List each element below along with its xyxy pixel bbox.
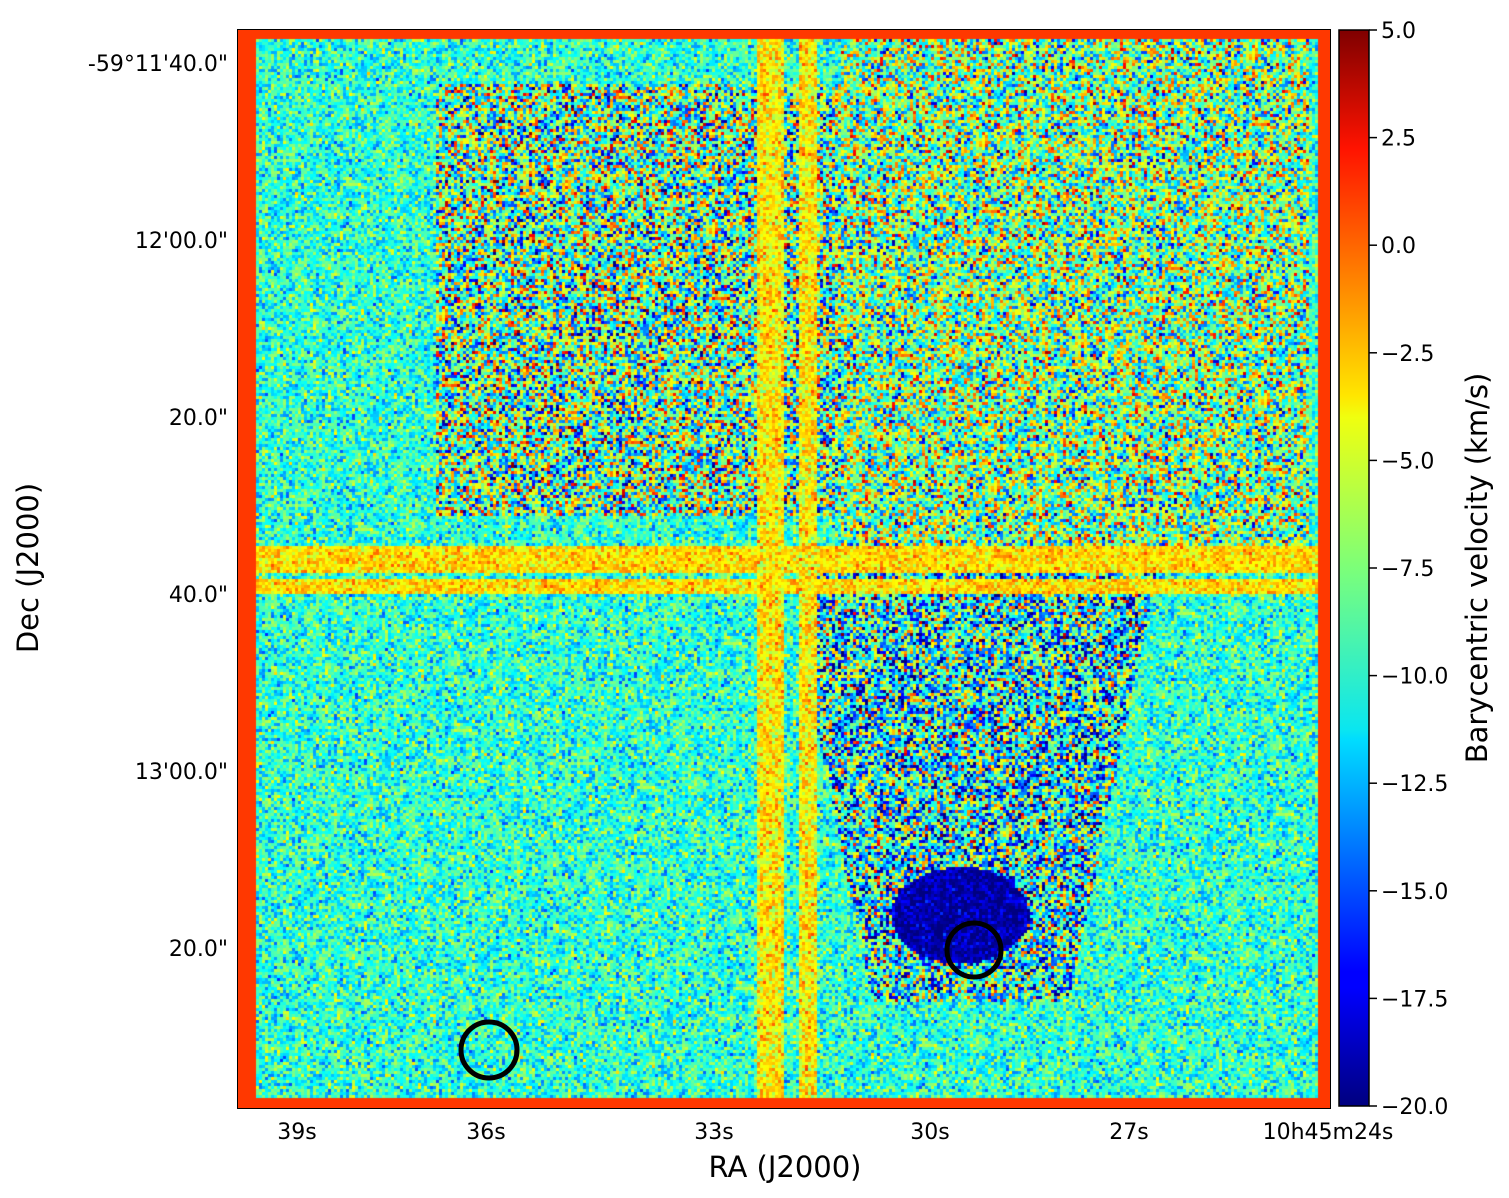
y-tick-label: 13'00.0" <box>135 760 228 785</box>
colorbar-tick-label: −17.5 <box>1381 987 1448 1012</box>
x-tick-label: 30s <box>910 1120 949 1145</box>
y-axis-label: Dec (J2000) <box>11 483 45 653</box>
colorbar-ticks: 5.0 2.5 0.0 −2.5 −5.0 −7.5 −10.0 −12.5 −15.0 −17.… <box>1369 19 1448 1120</box>
colorbar-tick-label: 5.0 <box>1381 19 1416 44</box>
x-tick-label: 36s <box>466 1120 505 1145</box>
colorbar-tick-label: 0.0 <box>1381 234 1416 259</box>
colorbar-tick-label: −10.0 <box>1381 665 1448 690</box>
colorbar-label: Barycentric velocity (km/s) <box>1460 373 1494 764</box>
colorbar-tick-label: −12.5 <box>1381 772 1448 797</box>
x-axis-ticks: 39s 36s 33s 30s 27s 10h45m24s <box>277 1098 1393 1145</box>
colorbar-tick-label: −7.5 <box>1381 557 1434 582</box>
y-tick-label: 12'00.0" <box>135 229 228 254</box>
y-tick-label: -59°11'40.0" <box>88 52 228 77</box>
colorbar-tick-label: −20.0 <box>1381 1095 1448 1120</box>
x-tick-label: 39s <box>277 1120 316 1145</box>
y-axis-ticks: -59°11'40.0" 12'00.0" 20.0" 40.0" 13'00.0" 20… <box>88 52 248 962</box>
colorbar <box>1338 29 1370 1107</box>
colorbar-tick-label: 2.5 <box>1381 127 1416 152</box>
y-tick-label: 40.0" <box>169 583 228 608</box>
y-tick-label: 20.0" <box>169 406 228 431</box>
x-tick-label: 27s <box>1109 1120 1148 1145</box>
colorbar-tick-label: −5.0 <box>1381 449 1434 474</box>
y-tick-label: 20.0" <box>169 937 228 962</box>
colorbar-tick-label: −2.5 <box>1381 342 1434 367</box>
x-axis-label: RA (J2000) <box>708 1150 861 1184</box>
x-tick-label: 10h45m24s <box>1263 1120 1394 1145</box>
velocity-map <box>238 30 1330 1108</box>
x-tick-label: 33s <box>694 1120 733 1145</box>
colorbar-tick-label: −15.0 <box>1381 880 1448 905</box>
